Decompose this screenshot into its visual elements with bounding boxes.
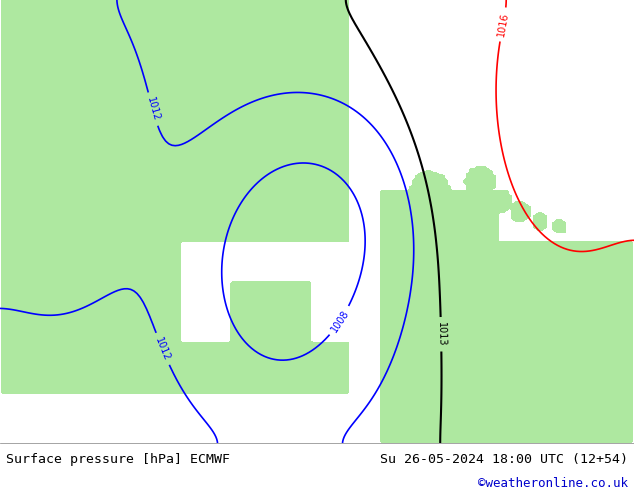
Text: 1012: 1012 [145,96,161,122]
Text: 1016: 1016 [496,12,510,37]
Text: Su 26-05-2024 18:00 UTC (12+54): Su 26-05-2024 18:00 UTC (12+54) [380,453,628,466]
Text: 1013: 1013 [436,322,446,346]
Text: 1008: 1008 [329,308,351,334]
Text: 1012: 1012 [153,336,172,362]
Text: Surface pressure [hPa] ECMWF: Surface pressure [hPa] ECMWF [6,453,230,466]
Text: ©weatheronline.co.uk: ©weatheronline.co.uk [477,476,628,490]
